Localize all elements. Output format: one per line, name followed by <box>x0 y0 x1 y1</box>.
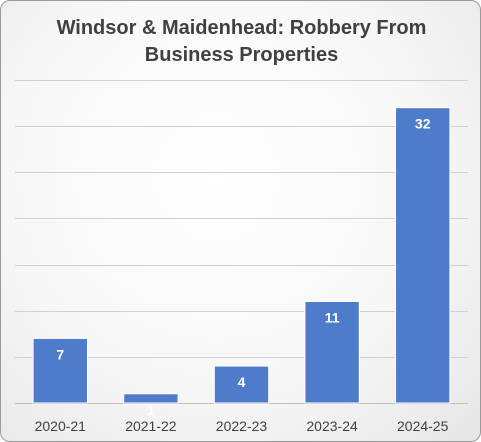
gridlines <box>15 80 468 404</box>
category-label-2021-22: 2021-22 <box>125 418 177 434</box>
data-label-2022-23: 4 <box>238 374 246 390</box>
category-labels: 2020-21 2021-22 2022-23 2023-24 2024-25 <box>35 418 449 434</box>
data-labels: 7 1 4 11 32 <box>56 116 430 418</box>
bar-2020-21 <box>32 337 88 404</box>
bar-2021-22 <box>123 393 179 404</box>
bar-2023-24 <box>304 300 360 404</box>
bar-2022-23 <box>213 365 270 404</box>
chart-title: Windsor & Maidenhead: Robbery From Busin… <box>56 17 427 66</box>
category-label-2022-23: 2022-23 <box>216 418 268 434</box>
category-label-2023-24: 2023-24 <box>306 418 358 434</box>
data-label-2021-22: 1 <box>147 402 155 418</box>
data-label-2023-24: 11 <box>325 309 340 325</box>
bars <box>32 107 451 404</box>
category-label-2024-25: 2024-25 <box>397 418 449 434</box>
data-label-2024-25: 32 <box>415 116 431 132</box>
data-label-2020-21: 7 <box>56 346 64 362</box>
category-label-2020-21: 2020-21 <box>35 418 87 434</box>
bar-2024-25 <box>395 107 451 404</box>
